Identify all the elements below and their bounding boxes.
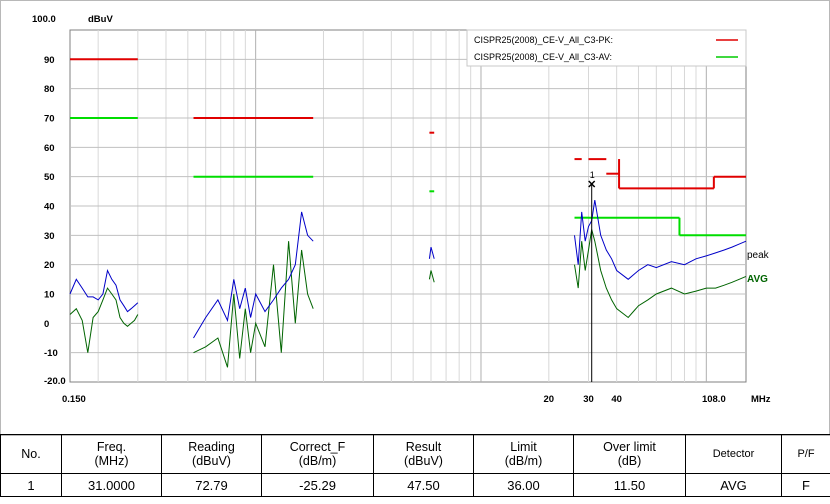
x-start-label: 0.150: [62, 394, 86, 405]
avg-trace: [428, 270, 435, 283]
cell-reading: 72.79: [161, 473, 262, 497]
avg-trace: [193, 241, 314, 368]
y-tick-label: -10: [44, 348, 58, 359]
marker-cross: [588, 180, 596, 188]
x-tick-label: 30: [583, 394, 594, 405]
table-row: 1 31.0000 72.79 -25.29 47.50 36.00 11.50…: [0, 473, 830, 497]
x-unit-label: MHz: [751, 394, 771, 405]
cell-limit: 36.00: [473, 473, 574, 497]
y-tick-label: 20: [44, 260, 55, 271]
emission-chart: 90 80 70 60 50 40 30 20 10 0 -10 20 30 40 108.0 CISPR…: [32, 14, 771, 405]
y-tick-label: 60: [44, 143, 55, 154]
y-tick-label: 40: [44, 202, 55, 213]
avg-trace: [574, 229, 747, 319]
y-tick-label: 10: [44, 290, 55, 301]
header-result: Result (dBuV): [373, 434, 474, 474]
grid-layer: [70, 30, 746, 382]
cell-detector: AVG: [685, 473, 782, 497]
table-header-row: No. Freq. (MHz) Reading (dBuV) Correct_F (d…: [0, 434, 830, 474]
peak-trace: [193, 211, 314, 339]
peak-trace: [574, 200, 747, 280]
y-tick-label: 90: [44, 55, 55, 66]
cell-over-limit: 11.50: [573, 473, 686, 497]
y-tick-labels: 90 80 70 60 50 40 30 20 10 0 -10: [44, 55, 58, 359]
legend-label-av: CISPR25(2008)_CE-V_All_C3-AV:: [474, 52, 612, 62]
cell-result: 47.50: [373, 473, 474, 497]
peak-trace: [428, 246, 435, 259]
header-over-limit: Over limit (dB): [573, 434, 686, 474]
header-correct: Correct_F (dB/m): [261, 434, 374, 474]
y-bottom-label: -20.0: [44, 376, 66, 387]
y-tick-label: 0: [44, 319, 49, 330]
cell-no: 1: [0, 473, 62, 497]
x-tick-label: 40: [611, 394, 622, 405]
marker-layer: 1: [588, 170, 596, 382]
cell-freq: 31.0000: [61, 473, 162, 497]
data-series: [69, 200, 747, 368]
y-top-label: 100.0: [32, 14, 56, 25]
y-unit-label: dBuV: [88, 14, 113, 25]
trace-label-peak: peak: [747, 250, 770, 261]
legend-label-pk: CISPR25(2008)_CE-V_All_C3-PK:: [474, 35, 613, 45]
y-tick-label: 50: [44, 172, 55, 183]
x-tick-label: 108.0: [702, 394, 726, 405]
y-tick-label: 30: [44, 231, 55, 242]
header-pf: P/F: [781, 434, 830, 474]
cell-correct: -25.29: [261, 473, 374, 497]
cell-pf: F: [781, 473, 830, 497]
y-tick-label: 80: [44, 84, 55, 95]
header-freq: Freq. (MHz): [61, 434, 162, 474]
y-tick-label: 70: [44, 114, 55, 125]
header-limit: Limit (dB/m): [473, 434, 574, 474]
header-detector: Detector: [685, 434, 782, 474]
legend: CISPR25(2008)_CE-V_All_C3-PK: CISPR25(20…: [466, 29, 747, 67]
x-tick-label: 20: [544, 394, 555, 405]
results-table: No. Freq. (MHz) Reading (dBuV) Correct_F (d…: [0, 434, 830, 497]
header-no: No.: [0, 434, 62, 474]
marker-label: 1: [590, 170, 595, 180]
x-tick-labels: 20 30 40 108.0: [544, 394, 726, 405]
limit-lines: [70, 58, 746, 237]
header-reading: Reading (dBuV): [161, 434, 262, 474]
avg-trace: [69, 287, 139, 353]
legend-box: [466, 29, 747, 67]
peak-trace: [69, 268, 139, 313]
trace-label-avg: AVG: [747, 274, 768, 285]
